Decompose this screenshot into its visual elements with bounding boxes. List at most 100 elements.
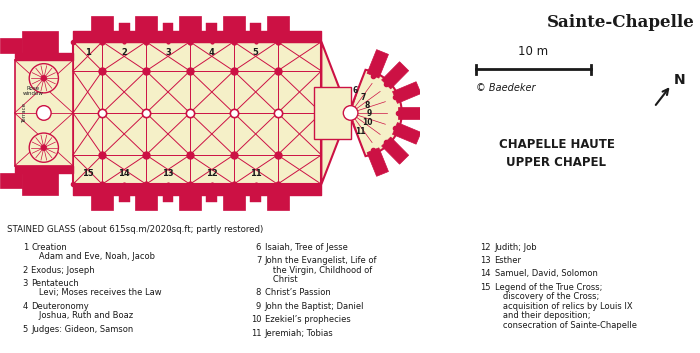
Text: Levi; Moses receives the Law: Levi; Moses receives the Law [32, 288, 162, 298]
Polygon shape [223, 195, 245, 210]
Polygon shape [73, 42, 321, 184]
Text: 7: 7 [360, 93, 366, 102]
Text: N: N [674, 73, 686, 88]
Text: 15: 15 [480, 283, 491, 292]
Text: 8: 8 [365, 101, 370, 109]
Text: 5: 5 [22, 325, 28, 334]
Text: 12: 12 [480, 243, 491, 252]
Text: Adam and Eve, Noah, Jacob: Adam and Eve, Noah, Jacob [32, 252, 155, 261]
Text: 4: 4 [209, 48, 215, 57]
Polygon shape [206, 195, 217, 202]
Text: Legend of the True Cross;: Legend of the True Cross; [494, 283, 602, 292]
Text: Samuel, David, Solomon: Samuel, David, Solomon [494, 269, 597, 279]
Polygon shape [162, 24, 174, 31]
Text: 11: 11 [250, 169, 262, 178]
Polygon shape [267, 16, 288, 31]
Text: 9: 9 [366, 109, 372, 118]
Polygon shape [135, 16, 157, 31]
Polygon shape [0, 38, 22, 53]
Text: 14: 14 [118, 169, 130, 178]
Text: 2: 2 [121, 48, 127, 57]
Text: Esther: Esther [494, 256, 522, 265]
Polygon shape [250, 195, 261, 202]
Text: 7: 7 [256, 256, 261, 265]
Text: Sainte-Chapelle: Sainte-Chapelle [547, 14, 694, 31]
Polygon shape [267, 195, 288, 210]
Text: Rose
window: Rose window [22, 85, 43, 96]
Text: discovery of the Cross;: discovery of the Cross; [494, 292, 598, 301]
Text: 5: 5 [253, 48, 258, 57]
Circle shape [41, 75, 47, 81]
Circle shape [41, 145, 47, 151]
Text: 3: 3 [22, 279, 28, 288]
Text: 8: 8 [256, 288, 261, 298]
Text: 12: 12 [206, 169, 218, 178]
Polygon shape [321, 42, 402, 184]
Text: 6: 6 [256, 243, 261, 252]
Text: © Baedeker: © Baedeker [476, 83, 536, 93]
Text: Pentateuch: Pentateuch [32, 279, 79, 288]
Polygon shape [22, 31, 58, 60]
Text: 3: 3 [165, 48, 171, 57]
Text: 10 m: 10 m [519, 45, 549, 58]
Text: Joshua, Ruth and Boaz: Joshua, Ruth and Boaz [32, 311, 134, 320]
Polygon shape [0, 173, 22, 188]
Text: 4: 4 [22, 302, 28, 311]
Circle shape [29, 133, 58, 162]
Text: 13: 13 [480, 256, 491, 265]
Text: 14: 14 [480, 269, 491, 279]
Polygon shape [206, 24, 217, 31]
Polygon shape [179, 195, 201, 210]
Polygon shape [393, 82, 421, 103]
Polygon shape [393, 122, 421, 144]
Polygon shape [91, 195, 113, 210]
Text: John the Baptist; Daniel: John the Baptist; Daniel [265, 302, 364, 311]
Text: and their deposition;: and their deposition; [494, 311, 590, 320]
Text: 1: 1 [85, 48, 90, 57]
Polygon shape [398, 107, 424, 119]
Text: Judges: Gideon, Samson: Judges: Gideon, Samson [32, 325, 134, 334]
Text: 10: 10 [362, 118, 372, 127]
Polygon shape [367, 148, 389, 176]
Polygon shape [223, 16, 245, 31]
Text: 2: 2 [22, 265, 28, 275]
Text: Creation: Creation [32, 243, 67, 252]
Polygon shape [119, 195, 130, 202]
Polygon shape [15, 60, 73, 166]
Text: 9: 9 [256, 302, 261, 311]
Polygon shape [135, 195, 157, 210]
Circle shape [36, 106, 51, 120]
Text: John the Evangelist, Life of: John the Evangelist, Life of [265, 256, 377, 265]
Polygon shape [382, 62, 409, 89]
Text: Deuteronomy: Deuteronomy [32, 302, 89, 311]
Text: acquisition of relics by Louis IX: acquisition of relics by Louis IX [494, 302, 632, 311]
Circle shape [343, 106, 358, 120]
Polygon shape [179, 16, 201, 31]
Text: 11: 11 [251, 329, 261, 337]
Text: 10: 10 [251, 315, 261, 324]
Polygon shape [367, 50, 389, 78]
Polygon shape [382, 137, 409, 164]
Text: 6: 6 [353, 86, 358, 95]
Text: STAINED GLASS (about 615sq.m/2020sq.ft; partly restored): STAINED GLASS (about 615sq.m/2020sq.ft; … [7, 225, 263, 234]
Text: 1: 1 [22, 243, 28, 252]
Text: consecration of Sainte-Chapelle: consecration of Sainte-Chapelle [494, 321, 636, 330]
Polygon shape [22, 166, 58, 195]
Text: Terrace: Terrace [22, 103, 27, 123]
Polygon shape [162, 195, 174, 202]
Polygon shape [119, 24, 130, 31]
Text: 13: 13 [162, 169, 174, 178]
Text: Christ’s Passion: Christ’s Passion [265, 288, 330, 298]
Text: Isaiah, Tree of Jesse: Isaiah, Tree of Jesse [265, 243, 348, 252]
Text: 11: 11 [355, 127, 365, 137]
Polygon shape [91, 16, 113, 31]
Text: Judith; Job: Judith; Job [494, 243, 537, 252]
Polygon shape [250, 24, 261, 31]
Text: Ezekiel’s prophecies: Ezekiel’s prophecies [265, 315, 351, 324]
Text: 15: 15 [82, 169, 94, 178]
Text: Jeremiah; Tobias: Jeremiah; Tobias [265, 329, 333, 337]
Text: UPPER CHAPEL: UPPER CHAPEL [507, 156, 606, 169]
Text: the Virgin, Childhood of: the Virgin, Childhood of [265, 265, 372, 275]
Polygon shape [314, 88, 351, 138]
Text: CHAPELLE HAUTE: CHAPELLE HAUTE [498, 138, 615, 151]
